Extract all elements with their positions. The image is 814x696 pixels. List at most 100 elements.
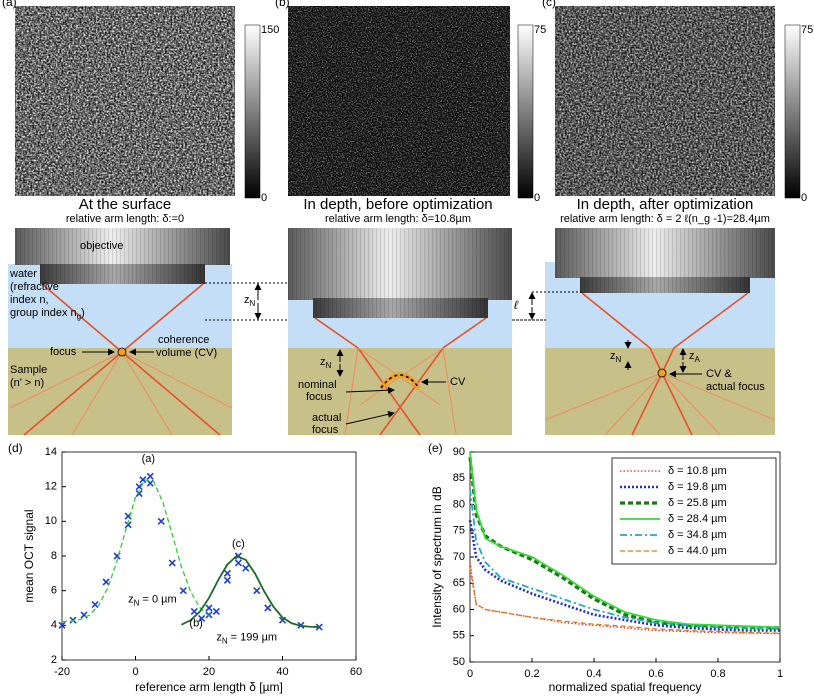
x-tick-label: 0.4: [586, 668, 601, 680]
colorbar: [784, 24, 801, 199]
annotation: zN = 0 µm: [128, 593, 177, 607]
label: group index ng): [10, 307, 85, 321]
x-tick-label: 0.8: [710, 668, 725, 680]
data-point: [234, 559, 242, 567]
label: objective: [80, 240, 123, 252]
label: z: [320, 356, 326, 368]
x-axis-label: reference arm length δ [µm]: [135, 680, 283, 694]
subcaption: relative arm length: δ:=0: [66, 213, 184, 225]
panel-label: (d): [8, 441, 23, 455]
legend-label: δ = 28.4 µm: [668, 513, 727, 525]
shape: [580, 277, 750, 293]
x-tick-label: 0: [467, 668, 473, 680]
x-tick-label: 0: [132, 666, 138, 678]
x-tick-label: 20: [203, 666, 215, 678]
annotation: (a): [142, 453, 155, 465]
label: N: [326, 361, 332, 370]
data-point: [69, 616, 77, 624]
data-line: [468, 520, 780, 632]
data-point: [205, 611, 213, 619]
data-point: [146, 479, 154, 487]
annotation-part: = 0 µm: [139, 593, 176, 605]
shape: [545, 348, 775, 435]
caption: At the surface: [79, 196, 172, 213]
oct-image: [555, 6, 775, 196]
x-tick-label: -20: [54, 666, 70, 678]
oct-image: [15, 6, 235, 196]
shape: [40, 264, 205, 284]
data-point: [168, 559, 176, 567]
x-tick-label: 60: [350, 666, 362, 678]
colorbar-tick: 75: [534, 24, 546, 36]
y-tick-label: 50: [453, 656, 465, 668]
label: focus: [312, 424, 339, 436]
label: zN: [610, 350, 622, 364]
caption: In depth, before optimization: [303, 196, 492, 213]
x-tick-label: 0.6: [648, 668, 663, 680]
label: z: [689, 350, 695, 362]
annotation: (c): [232, 538, 245, 550]
data-line: [469, 488, 781, 630]
data-point: [102, 578, 110, 586]
annotation-part: N: [134, 598, 140, 607]
panel-label: (e): [428, 441, 443, 455]
legend-box: [611, 457, 777, 565]
shape: [288, 348, 512, 435]
data-point: [264, 604, 272, 612]
data-point: [242, 564, 250, 572]
data-line: [61, 478, 210, 623]
colorbar-tick: 0: [261, 192, 267, 204]
label: zN: [320, 356, 332, 370]
y-tick-label: 85: [453, 472, 465, 484]
label: N: [250, 299, 256, 308]
label: CV: [450, 376, 466, 388]
data-point: [179, 587, 187, 595]
data-point: [146, 472, 154, 480]
subcaption: relative arm length: δ=10.8µm: [325, 213, 471, 225]
plot-frame: [61, 451, 357, 661]
annotation-part: N: [222, 637, 228, 646]
label: focus: [306, 391, 333, 403]
colorbar: [244, 24, 261, 199]
y-tick-label: 80: [453, 498, 465, 510]
shape: [512, 291, 582, 321]
data-point: [190, 607, 198, 616]
x-axis-label: normalized spatial frequency: [549, 680, 702, 694]
panel-label: (b): [275, 0, 290, 9]
y-tick-label: 70: [453, 551, 465, 563]
caption: In depth, after optimization: [577, 196, 754, 213]
label: actual focus: [706, 381, 765, 393]
data-point: [58, 621, 66, 629]
label: focus: [50, 346, 77, 358]
data-point: [253, 587, 261, 595]
legend-label: δ = 34.8 µm: [668, 529, 727, 541]
label: zA: [689, 350, 701, 364]
label: g: [77, 312, 81, 321]
data-point: [212, 607, 220, 616]
y-tick-label: 2: [51, 654, 57, 666]
legend: δ = 10.8 µm δ = 19.8 µm δ = 25.8 µm δ = 28.…: [611, 457, 777, 565]
oct-image: [288, 6, 510, 196]
x-tick-label: 0.2: [524, 668, 539, 680]
colorbar-tick: 75: [801, 24, 813, 36]
label: z: [244, 294, 250, 306]
shape: [9, 351, 233, 436]
data-point: [135, 490, 143, 498]
colorbar-tick: 0: [534, 192, 540, 204]
y-tick-label: 10: [45, 515, 57, 527]
data-point: [315, 623, 323, 631]
label: zN: [244, 294, 256, 308]
annotation-part: z: [128, 593, 134, 605]
x-tick-label: 1: [777, 668, 783, 680]
label: nominal: [298, 379, 337, 391]
shape: [15, 228, 230, 265]
colorbar-tick: 0: [801, 192, 807, 204]
panel-label: (c): [542, 0, 556, 9]
label: CV &: [706, 368, 732, 380]
label: z: [610, 350, 616, 362]
diagrams: objective water (refractive index n, gro…: [8, 228, 776, 436]
annotation-part: z: [216, 631, 222, 643]
label: (n' > n): [10, 377, 44, 389]
y-tick-label: 75: [453, 525, 465, 537]
